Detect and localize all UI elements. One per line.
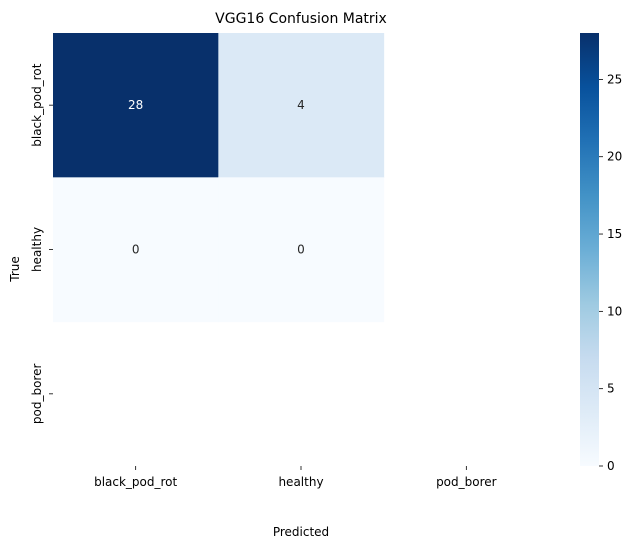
colorbar-tick-label: 20 — [607, 150, 622, 164]
colorbar — [580, 33, 599, 466]
y-tick-label: healthy — [30, 227, 44, 272]
x-tick-label: pod_borer — [436, 475, 497, 489]
colorbar-tick-label: 0 — [607, 459, 615, 473]
colorbar-tick-label: 10 — [607, 304, 622, 318]
cell-value-label: 0 — [132, 243, 140, 257]
cell-value-label: 0 — [297, 243, 305, 257]
heatmap-cell — [53, 33, 219, 178]
x-tick-label: black_pod_rot — [94, 475, 177, 489]
x-tick-label: healthy — [278, 475, 323, 489]
chart-title: VGG16 Confusion Matrix — [215, 11, 387, 27]
cell-value-label: 4 — [297, 98, 305, 112]
heatmap-cell — [218, 177, 385, 323]
x-axis-ticks: black_pod_rot healthy pod_borer — [94, 466, 497, 489]
x-axis-label: Predicted — [273, 525, 329, 539]
cell-value-label: 28 — [128, 98, 143, 112]
y-axis-label: True — [8, 256, 22, 283]
y-tick-label: black_pod_rot — [30, 63, 44, 146]
cell-annotations: 28 4 0 0 — [128, 98, 305, 256]
heatmap-cell — [218, 33, 385, 178]
colorbar-tick-label: 5 — [607, 382, 615, 396]
y-tick-label: pod_borer — [30, 364, 44, 425]
colorbar-tick-label: 15 — [607, 227, 622, 241]
colorbar-tick-label: 25 — [607, 72, 622, 86]
colorbar-ticks: 0 5 10 15 20 25 — [599, 72, 622, 473]
heatmap-cell — [53, 177, 219, 323]
heatmap-cells — [53, 33, 385, 323]
